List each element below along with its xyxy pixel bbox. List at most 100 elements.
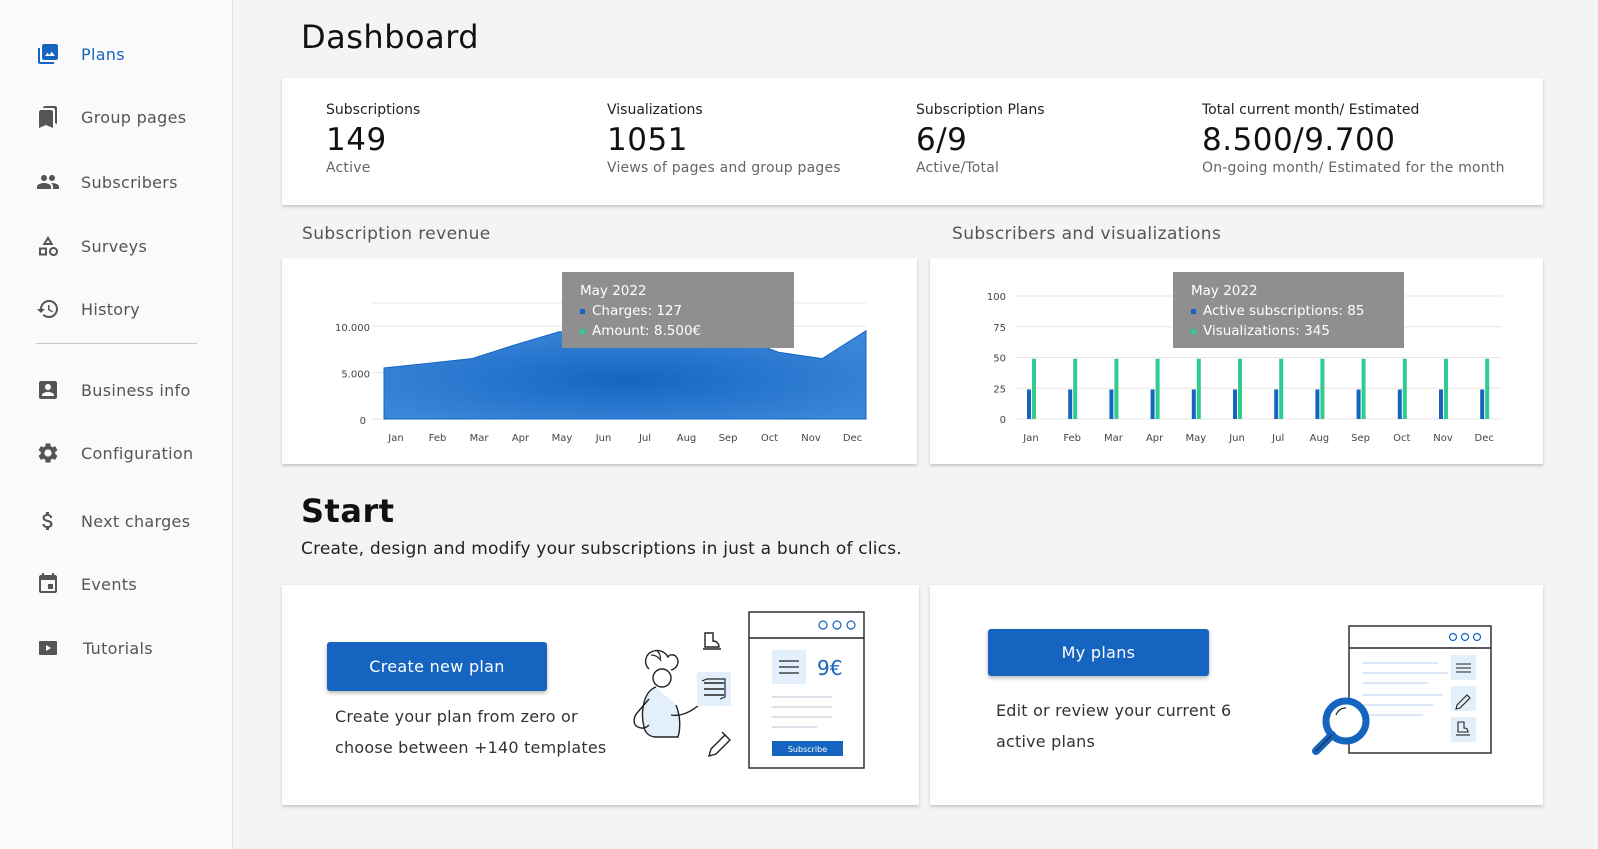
revenue-tooltip: May 2022 Charges: 127 Amount: 8.500€ <box>562 272 794 348</box>
play-video-icon <box>36 636 60 660</box>
stat-value: 6/9 <box>916 122 968 158</box>
illustration-price: 9€ <box>817 656 842 680</box>
bar-visualizations <box>1032 358 1036 419</box>
create-plan-illustration: 9€ Subscribe <box>633 611 865 769</box>
bar-visualizations <box>1196 358 1201 419</box>
bar-active-subscriptions <box>1233 389 1237 419</box>
bar-active-subscriptions <box>1068 389 1073 419</box>
bar-visualizations <box>1279 358 1284 419</box>
bar-visualizations <box>1402 358 1407 419</box>
x-tick-label: Dec <box>843 433 862 444</box>
sidebar-item-surveys[interactable]: Surveys <box>36 231 147 261</box>
tooltip-row: Visualizations: 345 <box>1191 321 1386 341</box>
bar-visualizations <box>1238 358 1242 419</box>
sidebar-item-label: Plans <box>81 44 125 64</box>
gear-icon <box>36 441 60 465</box>
x-tick-label: Nov <box>1433 433 1453 444</box>
bar-visualizations <box>1155 358 1160 419</box>
y-tick-label: 75 <box>993 323 1006 334</box>
y-tick-label: 0 <box>1000 415 1006 426</box>
y-tick-label: 25 <box>993 384 1006 395</box>
description-line: choose between +140 templates <box>335 738 607 757</box>
bar-active-subscriptions <box>1356 389 1361 419</box>
sidebar: Plans Group pages Subscribers Surveys Hi… <box>0 0 233 849</box>
bar-active-subscriptions <box>1274 389 1279 419</box>
calendar-icon <box>36 572 60 596</box>
x-tick-label: Mar <box>1104 433 1124 444</box>
create-new-plan-button[interactable]: Create new plan <box>327 642 547 691</box>
x-tick-label: May <box>1185 433 1206 444</box>
bar-active-subscriptions <box>1439 389 1443 419</box>
account-box-icon <box>36 378 60 402</box>
tooltip-title: May 2022 <box>1191 283 1258 299</box>
x-tick-label: Jul <box>1271 433 1284 444</box>
bar-visualizations <box>1485 358 1490 419</box>
subs-vis-section-title: Subscribers and visualizations <box>952 224 1222 244</box>
bar-visualizations <box>1361 358 1366 419</box>
bar-active-subscriptions <box>1027 389 1031 419</box>
x-tick-label: Aug <box>1310 433 1330 444</box>
stat-value: 8.500/9.700 <box>1202 122 1396 158</box>
x-tick-label: Mar <box>470 433 490 444</box>
sidebar-item-group-pages[interactable]: Group pages <box>36 102 186 132</box>
revenue-chart[interactable]: 0 5.000 10.000 Jan Feb Mar Apr May Jun Jul Aug Sep O… <box>282 258 917 464</box>
stat-total-month: Total current month/ Estimated 8.500/9.7… <box>1202 102 1505 176</box>
tooltip-line: Active subscriptions: 85 <box>1203 303 1365 319</box>
sidebar-item-subscribers[interactable]: Subscribers <box>36 167 178 197</box>
tooltip-line: Amount: 8.500€ <box>592 323 702 339</box>
sidebar-item-plans[interactable]: Plans <box>36 39 125 69</box>
stat-label: Total current month/ Estimated <box>1202 102 1420 118</box>
sidebar-item-history[interactable]: History <box>36 294 140 324</box>
bar-active-subscriptions <box>1109 389 1114 419</box>
people-icon <box>36 170 60 194</box>
x-tick-label: Feb <box>429 433 447 444</box>
stats-card: Subscriptions 149 Active Visualizations … <box>282 78 1543 205</box>
stat-label: Visualizations <box>607 102 703 118</box>
stat-subscription-plans: Subscription Plans 6/9 Active/Total <box>916 102 1045 176</box>
description-line: Edit or review your current 6 <box>996 701 1232 720</box>
stat-value: 149 <box>326 122 387 158</box>
sidebar-item-label: Group pages <box>81 107 187 127</box>
y-tick-label: 50 <box>993 354 1006 365</box>
stat-label: Subscriptions <box>326 102 421 118</box>
bar-active-subscriptions <box>1480 389 1485 419</box>
my-plans-description: Edit or review your current 6 active pla… <box>996 695 1231 757</box>
photo-library-icon <box>36 42 60 66</box>
subs-vis-tooltip: May 2022 Active subscriptions: 85 Visual… <box>1173 272 1404 348</box>
my-plans-button[interactable]: My plans <box>988 629 1209 676</box>
tooltip-title: May 2022 <box>580 283 647 299</box>
y-tick-label: 5.000 <box>341 370 370 381</box>
bookmarks-icon <box>36 105 60 129</box>
legend-swatch-icon <box>580 308 585 314</box>
stat-sub: Active/Total <box>916 160 1000 176</box>
x-tick-label: Apr <box>512 433 530 444</box>
start-title: Start <box>301 492 395 530</box>
stat-sub: On-going month/ Estimated for the month <box>1202 160 1505 176</box>
x-tick-label: Jul <box>638 433 651 444</box>
tooltip-line: Visualizations: 345 <box>1203 323 1330 339</box>
sidebar-item-tutorials[interactable]: Tutorials <box>36 633 153 663</box>
stat-subscriptions: Subscriptions 149 Active <box>326 102 420 176</box>
sidebar-item-label: Business info <box>81 380 191 400</box>
x-tick-label: Sep <box>1351 433 1370 444</box>
subs-vis-chart-card: 0 25 50 75 100 Jan Feb Mar Apr May Jun Jul Aug Sep Oct… <box>930 258 1543 464</box>
tooltip-row: Charges: 127 <box>580 301 776 321</box>
my-plans-illustration <box>1312 625 1492 755</box>
tooltip-line: Charges: 127 <box>592 303 683 319</box>
sidebar-item-next-charges[interactable]: Next charges <box>36 506 190 536</box>
sidebar-item-label: History <box>81 299 141 319</box>
bar-active-subscriptions <box>1315 389 1320 419</box>
sidebar-item-configuration[interactable]: Configuration <box>36 438 193 468</box>
bar-active-subscriptions <box>1150 389 1155 419</box>
description-line: Create your plan from zero or <box>335 707 578 726</box>
dollar-icon <box>36 509 60 533</box>
bar-visualizations <box>1444 358 1448 419</box>
sidebar-item-business-info[interactable]: Business info <box>36 375 190 405</box>
x-tick-label: Sep <box>719 433 738 444</box>
tooltip-row: Active subscriptions: 85 <box>1191 301 1386 321</box>
sidebar-item-label: Tutorials <box>83 638 153 658</box>
sidebar-item-events[interactable]: Events <box>36 569 137 599</box>
x-tick-label: Aug <box>677 433 697 444</box>
legend-swatch-icon <box>1191 328 1196 334</box>
description-line: active plans <box>996 732 1096 751</box>
